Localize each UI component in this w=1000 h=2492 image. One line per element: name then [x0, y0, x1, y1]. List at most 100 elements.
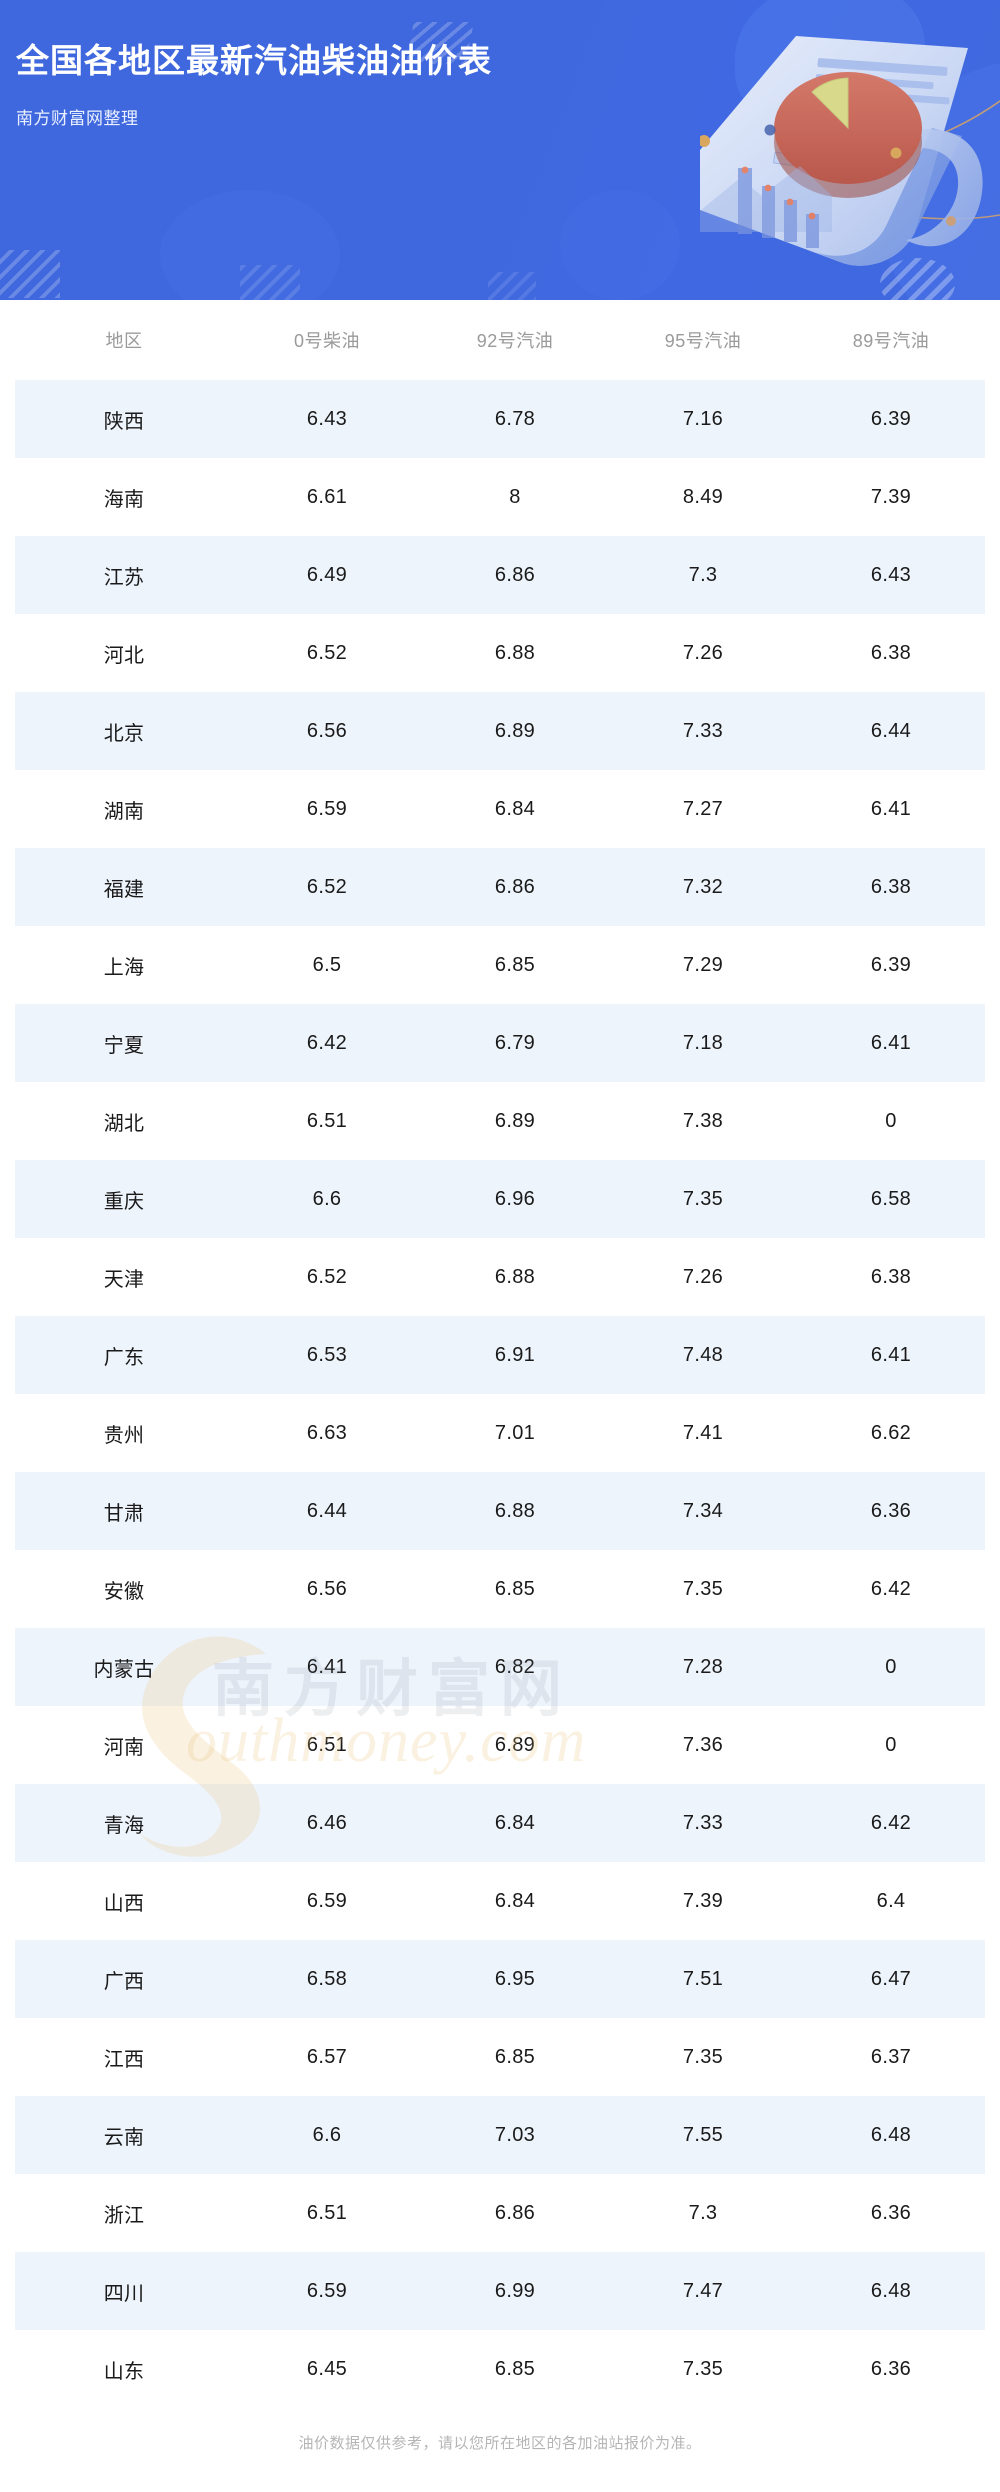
cell-gas92: 7.01	[421, 1394, 609, 1472]
banner-subtitle: 南方财富网整理	[16, 109, 139, 128]
table-row: 河南 6.51 6.89 7.36 0	[15, 1706, 985, 1784]
cell-gas92: 6.85	[421, 1550, 609, 1628]
cell-region: 河北	[15, 614, 233, 692]
cell-diesel0: 6.56	[233, 1550, 421, 1628]
cell-diesel0: 6.57	[233, 2018, 421, 2096]
table-row: 湖北 6.51 6.89 7.38 0	[15, 1082, 985, 1160]
cell-gas95: 7.41	[609, 1394, 797, 1472]
cell-region: 安徽	[15, 1550, 233, 1628]
cell-gas95: 7.27	[609, 770, 797, 848]
table-row: 四川 6.59 6.99 7.47 6.48	[15, 2252, 985, 2330]
cell-region: 重庆	[15, 1160, 233, 1238]
cell-gas92: 6.86	[421, 536, 609, 614]
cell-diesel0: 6.52	[233, 848, 421, 926]
cell-gas95: 7.48	[609, 1316, 797, 1394]
cell-gas95: 8.49	[609, 458, 797, 536]
cell-gas95: 7.3	[609, 536, 797, 614]
cell-gas92: 6.96	[421, 1160, 609, 1238]
table-row: 福建 6.52 6.86 7.32 6.38	[15, 848, 985, 926]
cell-gas89: 6.39	[797, 926, 985, 1004]
cell-gas92: 6.89	[421, 1082, 609, 1160]
cell-gas92: 6.88	[421, 1238, 609, 1316]
cell-gas95: 7.33	[609, 692, 797, 770]
cell-gas95: 7.39	[609, 1862, 797, 1940]
cell-diesel0: 6.41	[233, 1628, 421, 1706]
cell-gas92: 6.89	[421, 692, 609, 770]
cell-diesel0: 6.46	[233, 1784, 421, 1862]
cell-gas92: 6.95	[421, 1940, 609, 2018]
cell-diesel0: 6.6	[233, 2096, 421, 2174]
cell-gas92: 7.03	[421, 2096, 609, 2174]
cell-diesel0: 6.51	[233, 1082, 421, 1160]
disclaimer-note: 油价数据仅供参考，请以您所在地区的各加油站报价为准。	[298, 2435, 702, 2452]
cell-gas92: 6.85	[421, 926, 609, 1004]
banner-hatch-decor	[0, 250, 60, 298]
cell-diesel0: 6.59	[233, 770, 421, 848]
cell-gas95: 7.26	[609, 1238, 797, 1316]
cell-diesel0: 6.6	[233, 1160, 421, 1238]
cell-gas89: 7.39	[797, 458, 985, 536]
cell-gas95: 7.35	[609, 1160, 797, 1238]
cell-gas92: 6.99	[421, 2252, 609, 2330]
cell-region: 福建	[15, 848, 233, 926]
banner-blob-decor	[560, 190, 680, 300]
cell-gas92: 6.78	[421, 380, 609, 458]
cell-gas92: 6.85	[421, 2018, 609, 2096]
cell-gas92: 6.84	[421, 770, 609, 848]
cell-diesel0: 6.5	[233, 926, 421, 1004]
cell-gas89: 6.38	[797, 614, 985, 692]
banner-hatch-decor	[240, 265, 300, 300]
fuel-price-table: 地区 0号柴油 92号汽油 95号汽油 89号汽油 陕西 6.43 6.78 7.16…	[15, 300, 985, 2408]
table-header-row: 地区 0号柴油 92号汽油 95号汽油 89号汽油	[15, 300, 985, 380]
cell-gas89: 6.42	[797, 1784, 985, 1862]
cell-region: 贵州	[15, 1394, 233, 1472]
cell-diesel0: 6.56	[233, 692, 421, 770]
cell-diesel0: 6.53	[233, 1316, 421, 1394]
column-header-gas95: 95号汽油	[609, 300, 797, 380]
cell-region: 江苏	[15, 536, 233, 614]
cell-region: 江西	[15, 2018, 233, 2096]
price-table-wrapper: 地区 0号柴油 92号汽油 95号汽油 89号汽油 陕西 6.43 6.78 7.16…	[0, 300, 1000, 2408]
cell-gas89: 6.62	[797, 1394, 985, 1472]
page-title: 全国各地区最新汽油柴油油价表	[16, 42, 492, 79]
table-row: 广西 6.58 6.95 7.51 6.47	[15, 1940, 985, 2018]
cell-gas95: 7.35	[609, 2018, 797, 2096]
cell-gas89: 6.48	[797, 2252, 985, 2330]
cell-diesel0: 6.42	[233, 1004, 421, 1082]
table-row: 安徽 6.56 6.85 7.35 6.42	[15, 1550, 985, 1628]
cell-gas89: 6.41	[797, 1004, 985, 1082]
cell-diesel0: 6.59	[233, 2252, 421, 2330]
cell-diesel0: 6.61	[233, 458, 421, 536]
table-row: 天津 6.52 6.88 7.26 6.38	[15, 1238, 985, 1316]
cell-diesel0: 6.43	[233, 380, 421, 458]
cell-gas92: 6.91	[421, 1316, 609, 1394]
table-row: 甘肃 6.44 6.88 7.34 6.36	[15, 1472, 985, 1550]
cell-region: 天津	[15, 1238, 233, 1316]
cell-region: 上海	[15, 926, 233, 1004]
cell-region: 云南	[15, 2096, 233, 2174]
cell-gas95: 7.35	[609, 1550, 797, 1628]
table-row: 宁夏 6.42 6.79 7.18 6.41	[15, 1004, 985, 1082]
table-row: 内蒙古 6.41 6.82 7.28 0	[15, 1628, 985, 1706]
cell-gas92: 6.86	[421, 848, 609, 926]
cell-gas89: 0	[797, 1082, 985, 1160]
table-header: 地区 0号柴油 92号汽油 95号汽油 89号汽油	[15, 300, 985, 380]
table-row: 山西 6.59 6.84 7.39 6.4	[15, 1862, 985, 1940]
column-header-gas89: 89号汽油	[797, 300, 985, 380]
cell-diesel0: 6.52	[233, 1238, 421, 1316]
cell-gas89: 6.41	[797, 1316, 985, 1394]
cell-gas92: 6.88	[421, 1472, 609, 1550]
cell-gas92: 6.82	[421, 1628, 609, 1706]
cell-region: 浙江	[15, 2174, 233, 2252]
cell-diesel0: 6.45	[233, 2330, 421, 2408]
cell-gas89: 0	[797, 1706, 985, 1784]
table-row: 广东 6.53 6.91 7.48 6.41	[15, 1316, 985, 1394]
banner-hatch-decor	[880, 258, 955, 300]
cell-gas95: 7.18	[609, 1004, 797, 1082]
cell-gas95: 7.16	[609, 380, 797, 458]
cell-gas95: 7.3	[609, 2174, 797, 2252]
banner-hatch-decor	[488, 272, 536, 300]
cell-diesel0: 6.51	[233, 1706, 421, 1784]
cell-gas95: 7.32	[609, 848, 797, 926]
